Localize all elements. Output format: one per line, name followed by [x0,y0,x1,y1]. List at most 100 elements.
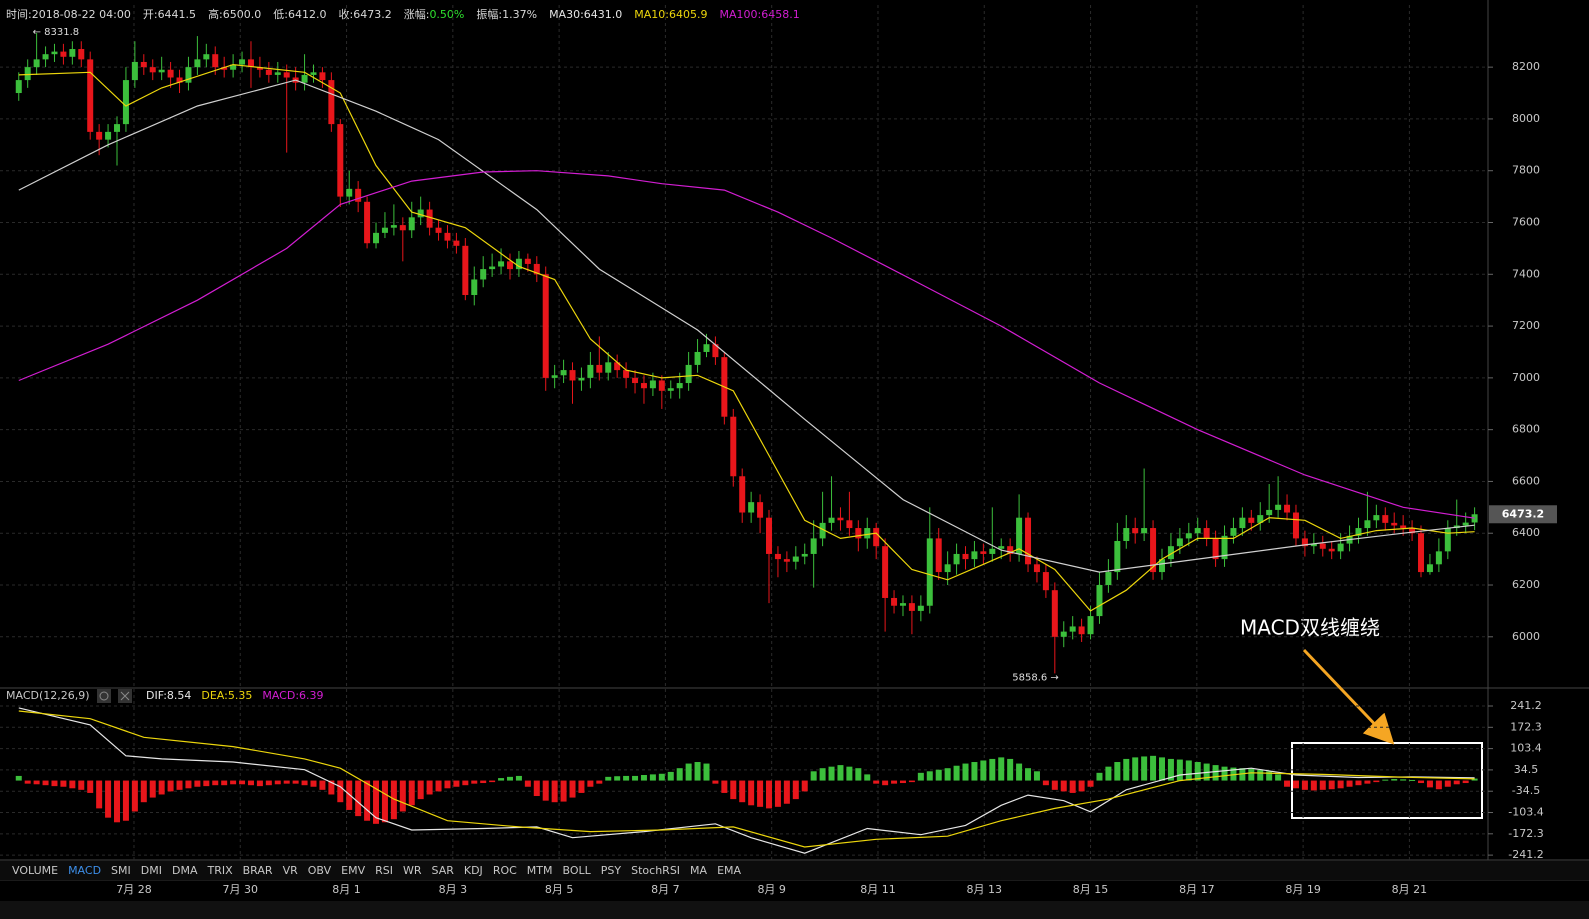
macd-bar [864,774,871,781]
macd-bar [855,768,862,781]
macd-bar [60,780,67,787]
macd-bar [1310,780,1317,791]
indicator-tab[interactable]: StochRSI [631,864,680,877]
indicator-tab[interactable]: ROC [493,864,517,877]
y-tick-label: 6000 [1512,630,1540,643]
candle-body [310,72,317,75]
macd-bar [837,765,844,781]
indicator-tab[interactable]: WR [403,864,422,877]
candle-body [632,377,639,384]
macd-bar [319,780,326,790]
indicator-tab[interactable]: RSI [375,864,393,877]
macd-bar [1016,763,1023,781]
macd-bar [149,780,156,798]
macd-bar [801,780,808,792]
macd-bar [33,780,40,785]
macd-bar [247,780,254,786]
indicator-tab[interactable]: TRIX [206,864,233,877]
indicator-tab[interactable]: SAR [432,864,455,877]
candle-body [489,266,496,270]
candle-body [1257,515,1264,523]
macd-bar [1212,765,1219,781]
candle-body [846,520,853,529]
annotation-arrow [1302,648,1395,745]
candle-body [1266,509,1273,516]
candle-body [908,603,915,611]
candle-body [328,80,335,125]
indicator-tab[interactable]: KDJ [464,864,483,877]
candle-body [1016,517,1023,554]
candle-body [33,59,40,68]
candle-body [1114,540,1121,573]
macd-bar [417,780,424,800]
settings-icon[interactable] [97,689,111,703]
macd-bar [355,780,362,817]
macd-bar [1328,780,1335,790]
indicator-tab[interactable]: VR [283,864,299,877]
macd-bar [1471,778,1478,781]
indicator-tab[interactable]: MACD [68,864,101,877]
macd-bar [471,780,478,784]
max-label: ← 8331.8 [33,27,80,38]
header-label: 开: [143,8,158,21]
macd-bar [1087,780,1094,787]
candle-body [855,528,862,539]
macd-bar [408,780,415,806]
indicator-tab[interactable]: OBV [308,864,332,877]
candle-body [355,188,362,202]
indicator-tab[interactable]: BOLL [563,864,592,877]
indicator-tab[interactable]: EMV [341,864,365,877]
candle-body [837,517,844,521]
candle-body [480,269,487,280]
candle-body [1123,528,1130,541]
macd-bar [453,780,460,787]
indicator-tab[interactable]: MTM [527,864,553,877]
candle-body [944,564,951,573]
header-value: 0.50% [429,8,464,21]
candle-body [96,131,103,140]
candle-body [69,49,76,57]
macd-bar [176,780,183,790]
candle-body [703,344,710,352]
macd-bar [265,780,272,786]
candle-body [87,59,94,132]
candle-body [1275,504,1282,510]
macd-bar [533,780,540,797]
candle-body [524,258,531,264]
header-value: 2018-08-22 04:00 [32,8,131,21]
candle-body [1069,626,1076,632]
indicator-tab[interactable]: DMA [172,864,198,877]
candle-body [1132,528,1139,534]
candle-body [212,54,219,68]
x-tick-label: 8月 9 [757,883,786,896]
candle-body [1060,631,1067,637]
header-label: 低: [273,8,288,21]
macd-bar [105,780,112,818]
header-value: 6441.5 [158,8,197,21]
macd-bar [605,776,612,781]
candle-body [1051,590,1058,637]
macd-bar [1078,780,1085,792]
indicator-tab[interactable]: MA [690,864,707,877]
macd-bar [632,775,639,781]
macd-bar [882,780,889,786]
macd-bar [873,780,880,784]
indicator-tab[interactable]: SMI [111,864,131,877]
macd-bar [140,780,147,803]
indicator-tab[interactable]: VOLUME [12,864,58,877]
annotation: MACD双线缠绕 [1240,616,1380,640]
candle-body [891,597,898,606]
candle-body [623,370,630,378]
candle-body [1319,543,1326,549]
y-tick-label: 7600 [1512,216,1540,229]
candle-body [239,59,246,65]
candle-body [801,553,808,557]
indicator-tab[interactable]: BRAR [243,864,273,877]
macd-bar [587,780,594,787]
candle-body [194,59,201,68]
macd-bar [283,780,290,784]
indicator-tab[interactable]: EMA [717,864,741,877]
indicator-tab[interactable]: PSY [601,864,622,877]
indicator-tab[interactable]: DMI [141,864,162,877]
candle-body [980,551,987,554]
